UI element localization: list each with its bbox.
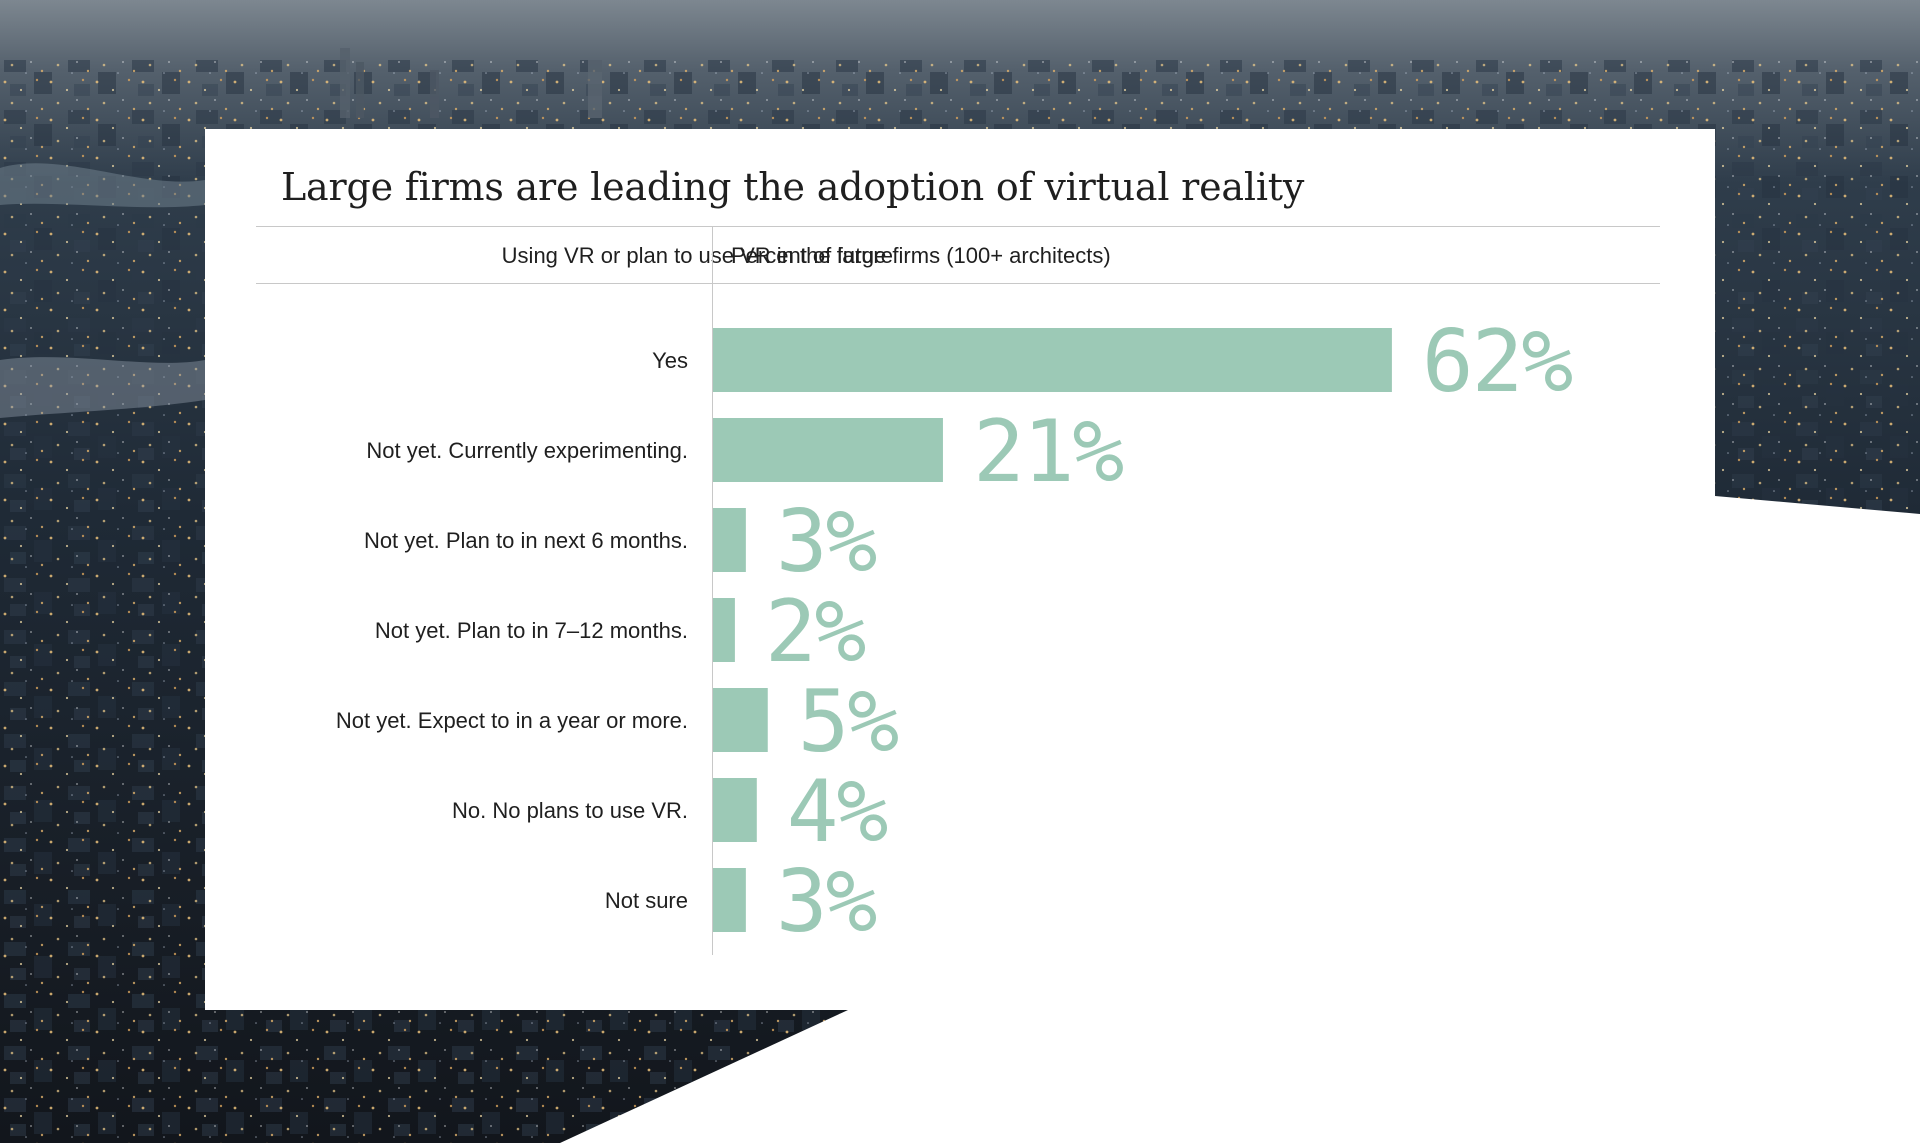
bar bbox=[713, 868, 746, 932]
header-divider bbox=[256, 283, 1660, 284]
bar bbox=[713, 688, 768, 752]
value-label: 21% bbox=[973, 402, 1124, 502]
category-label: Not yet. Expect to in a year or more. bbox=[336, 708, 688, 733]
value-label: 4% bbox=[787, 762, 888, 862]
value-label: 2% bbox=[765, 582, 866, 682]
category-label: Not yet. Plan to in 7–12 months. bbox=[375, 618, 688, 643]
bar-chart-plot: Yes 62% Not yet. Currently experimenting. 2… bbox=[336, 312, 1575, 952]
bar bbox=[713, 328, 1392, 392]
category-column-header: Using VR or plan to use VR in the future bbox=[501, 243, 893, 268]
category-label: Yes bbox=[652, 348, 688, 373]
chart-title: Large firms are leading the adoption of … bbox=[281, 165, 1305, 209]
chart-card: Large firms are leading the adoption of … bbox=[205, 129, 1715, 1010]
bar bbox=[713, 778, 757, 842]
value-label: 5% bbox=[798, 672, 899, 772]
category-label: No. No plans to use VR. bbox=[452, 798, 688, 823]
bar bbox=[713, 418, 943, 482]
value-label: 3% bbox=[776, 492, 877, 592]
value-label: 3% bbox=[776, 852, 877, 952]
category-label: Not sure bbox=[605, 888, 688, 913]
column-divider bbox=[712, 227, 713, 955]
value-column-header: Percent of large firms (100+ architects) bbox=[731, 243, 1111, 268]
title-divider bbox=[256, 226, 1660, 227]
bar bbox=[713, 598, 735, 662]
bar bbox=[713, 508, 746, 572]
category-label: Not yet. Currently experimenting. bbox=[366, 438, 688, 463]
value-label: 62% bbox=[1422, 312, 1573, 412]
category-label: Not yet. Plan to in next 6 months. bbox=[364, 528, 688, 553]
